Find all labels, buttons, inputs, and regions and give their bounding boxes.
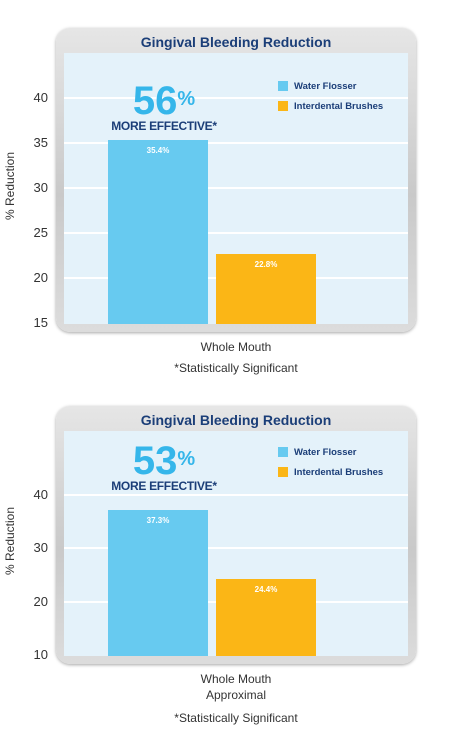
bar-water-flosser: 37.3% <box>108 509 208 656</box>
bar-value-label: 24.4% <box>254 584 278 594</box>
callout: 53% MORE EFFECTIVE* <box>104 439 224 493</box>
legend-label: Interdental Brushes <box>294 100 384 112</box>
x-label-line: Whole Mouth <box>200 672 272 686</box>
y-tick-label: 20 <box>33 593 48 609</box>
y-tick-label: 40 <box>33 486 48 502</box>
legend: Water Flosser Interdental Brushes <box>278 445 383 485</box>
y-tick-label: 10 <box>33 647 48 662</box>
legend-swatch-water-flosser <box>278 81 288 91</box>
bar-value-label: 37.3% <box>146 515 170 525</box>
legend-label: Water Flosser <box>294 446 357 458</box>
gridline <box>64 97 408 99</box>
footnote: *Statistically Significant <box>174 711 298 725</box>
callout-percent: 53% <box>132 439 196 483</box>
footnote: *Statistically Significant <box>174 361 298 375</box>
x-axis-label: Whole Mouth Approximal <box>56 671 416 703</box>
legend-item: Interdental Brushes <box>278 465 383 479</box>
chart-panel: Gingival Bleeding Reduction 53% MORE EFF… <box>56 406 416 664</box>
gridline <box>64 142 408 144</box>
callout-text: MORE EFFECTIVE* <box>111 119 217 133</box>
bar-interdental-brushes: 22.8% <box>216 253 316 324</box>
plot-area: 53% MORE EFFECTIVE* Water Flosser Interd… <box>64 431 408 656</box>
callout-text: MORE EFFECTIVE* <box>111 479 217 493</box>
legend-swatch-interdental-brushes <box>278 467 288 477</box>
y-tick-label: 35 <box>33 135 48 150</box>
y-tick-label: 30 <box>33 540 48 555</box>
legend-item: Water Flosser <box>278 445 383 459</box>
y-tick-label: 30 <box>33 180 48 195</box>
y-tick-label: 15 <box>33 315 48 330</box>
y-tick-label: 20 <box>33 270 48 285</box>
x-label-line: Whole Mouth <box>200 340 272 354</box>
bar-value-label: 22.8% <box>254 259 278 269</box>
bar-interdental-brushes: 24.4% <box>216 578 316 656</box>
y-tick-label: 25 <box>33 225 48 240</box>
gridline <box>64 493 408 496</box>
legend-label: Interdental Brushes <box>294 466 384 478</box>
bar-water-flosser: 35.4% <box>108 140 208 324</box>
x-axis-label: Whole Mouth <box>56 339 416 355</box>
gridline <box>64 187 408 189</box>
x-label-line: Approximal <box>205 688 267 702</box>
gridline <box>64 232 408 234</box>
chart-title: Gingival Bleeding Reduction <box>140 412 332 428</box>
callout: 56% MORE EFFECTIVE* <box>104 79 224 133</box>
gridline <box>64 547 408 549</box>
callout-percent: 56% <box>132 79 196 123</box>
legend-label: Water Flosser <box>294 80 357 92</box>
chart-title: Gingival Bleeding Reduction <box>140 34 332 50</box>
bar-value-label: 35.4% <box>146 146 170 156</box>
legend: Water Flosser Interdental Brushes <box>278 79 383 119</box>
y-tick-label: 40 <box>33 90 48 105</box>
legend-item: Water Flosser <box>278 79 383 93</box>
legend-swatch-interdental-brushes <box>278 101 288 111</box>
legend-item: Interdental Brushes <box>278 99 383 113</box>
chart-panel: Gingival Bleeding Reduction 56% MORE EFF… <box>56 28 416 332</box>
legend-swatch-water-flosser <box>278 447 288 457</box>
plot-area: 56% MORE EFFECTIVE* Water Flosser Interd… <box>64 53 408 324</box>
